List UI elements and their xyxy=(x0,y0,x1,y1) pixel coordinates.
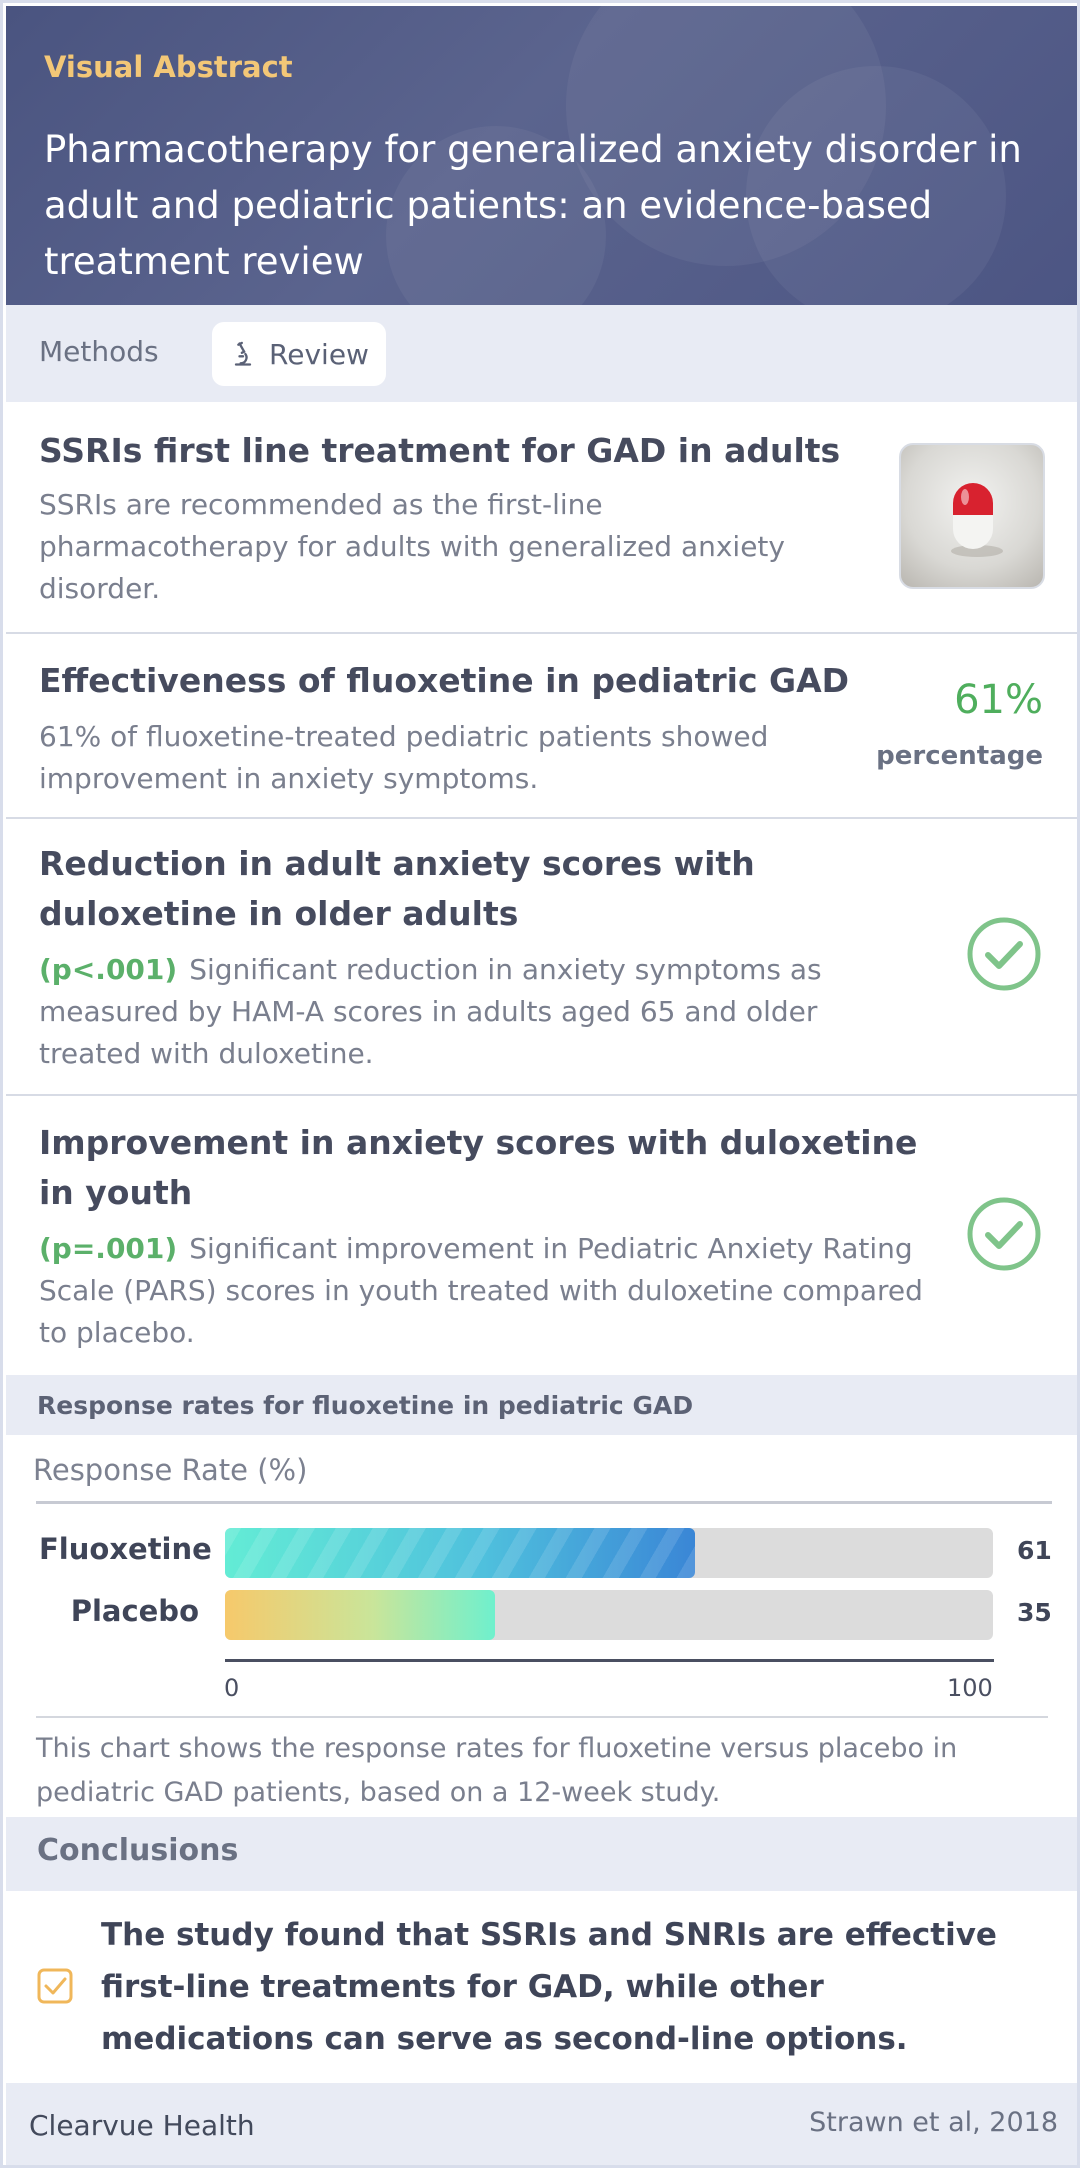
footer: Clearvue Health Strawn et al, 2018 xyxy=(6,2083,1077,2165)
finding-body: 61% of fluoxetine-treated pediatric pati… xyxy=(39,720,769,795)
microscope-icon xyxy=(234,341,252,366)
finding-card: Improvement in anxiety scores with dulox… xyxy=(6,1096,1077,1375)
finding-title: Reduction in adult anxiety scores with d… xyxy=(39,844,755,933)
chart-caption: This chart shows the response rates for … xyxy=(36,1733,958,1808)
chart-heading-bar: Response rates for fluoxetine in pediatr… xyxy=(6,1375,1077,1435)
check-circle-icon xyxy=(967,917,1041,991)
finding-title: SSRIs first line treatment for GAD in ad… xyxy=(39,431,841,470)
finding-body: (p=.001) Significant improvement in Pedia… xyxy=(39,1228,939,1354)
finding-body-text: Significant reduction in anxiety symptom… xyxy=(39,953,822,1070)
chart-heading: Response rates for fluoxetine in pediatr… xyxy=(37,1391,694,1420)
stat-label: percentage xyxy=(876,741,1043,771)
background-texture xyxy=(386,126,606,305)
tick-label: 100 xyxy=(947,1674,993,1702)
bar-placebo xyxy=(225,1590,495,1640)
conclusions-text: The study found that SSRIs and SNRIs are… xyxy=(101,1917,997,2057)
methods-label: Methods xyxy=(39,335,159,368)
review-chip[interactable]: Review xyxy=(212,322,386,386)
page-title: Pharmacotherapy for generalized anxiety … xyxy=(44,128,1022,283)
p-value: (p<.001) xyxy=(39,953,178,986)
kicker-label: Visual Abstract xyxy=(44,50,293,84)
stat-value: 61% xyxy=(954,677,1043,723)
finding-title: Effectiveness of fluoxetine in pediatric… xyxy=(39,661,850,700)
bar-label-fluoxetine: Fluoxetine xyxy=(39,1532,212,1566)
finding-body: SSRIs are recommended as the first-line … xyxy=(39,488,785,605)
finding-title: Improvement in anxiety scores with dulox… xyxy=(39,1123,918,1212)
finding-card: SSRIs first line treatment for GAD in ad… xyxy=(6,402,1077,634)
header-banner: Visual Abstract Pharmacotherapy for gene… xyxy=(6,6,1077,305)
tick-label: 0 xyxy=(224,1674,240,1702)
conclusions-heading-bar: Conclusions xyxy=(6,1817,1077,1891)
pill-image xyxy=(899,443,1045,589)
background-texture xyxy=(566,6,886,266)
finding-card: Effectiveness of fluoxetine in pediatric… xyxy=(6,634,1077,819)
background-texture xyxy=(746,66,1006,305)
finding-card: Reduction in adult anxiety scores with d… xyxy=(6,819,1077,1096)
checkbox-icon xyxy=(37,1968,73,2004)
review-chip-label: Review xyxy=(269,337,369,371)
methods-bar: Methods Review xyxy=(6,305,1077,402)
p-value: (p=.001) xyxy=(39,1232,178,1265)
divider xyxy=(36,1501,1052,1504)
conclusions-body xyxy=(6,1891,1077,2083)
brand-name: Clearvue Health xyxy=(29,2109,255,2142)
bar-value-fluoxetine: 61 xyxy=(1017,1536,1052,1565)
conclusions-heading: Conclusions xyxy=(37,1833,239,1868)
x-axis xyxy=(225,1659,994,1662)
check-circle-icon xyxy=(967,1197,1041,1271)
chart-title: Response Rate (%) xyxy=(33,1453,308,1487)
bar-value-placebo: 35 xyxy=(1017,1598,1052,1627)
finding-body-text: Significant improvement in Pediatric Anx… xyxy=(39,1232,923,1349)
bar-label-placebo: Placebo xyxy=(70,1594,199,1628)
bar-fluoxetine xyxy=(225,1528,695,1578)
finding-body: (p<.001) Significant reduction in anxiety… xyxy=(39,949,919,1075)
divider xyxy=(36,1716,1048,1718)
citation: Strawn et al, 2018 xyxy=(809,2107,1058,2138)
